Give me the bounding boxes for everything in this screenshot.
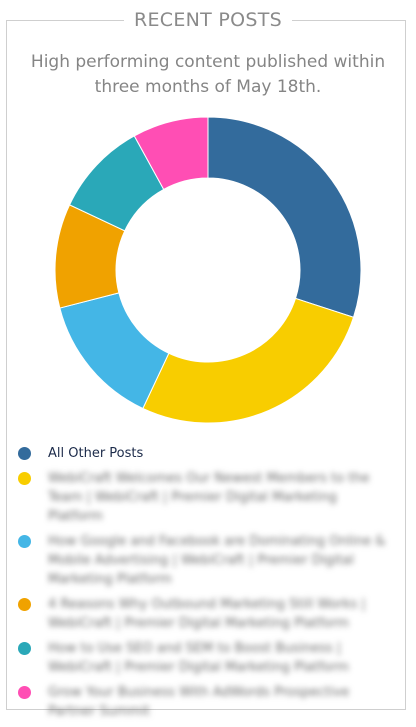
donut-chart: [54, 116, 362, 424]
legend-item[interactable]: How to Use SEO and SEM to Boost Business…: [18, 639, 386, 677]
legend-label: All Other Posts: [48, 446, 144, 461]
legend-swatch-icon: [18, 535, 31, 548]
legend-label: Grow Your Business With AdWords Prospect…: [48, 685, 350, 719]
legend-label: WebiCraft Welcomes Our Newest Members to…: [48, 471, 370, 524]
legend-swatch-icon: [18, 447, 31, 460]
legend-item[interactable]: How Google and Facebook are Dominating O…: [18, 532, 386, 589]
legend-swatch-icon: [18, 472, 31, 485]
donut-slice-1[interactable]: [207, 116, 362, 318]
legend-item[interactable]: 4 Reasons Why Outbound Marketing Still W…: [18, 595, 386, 633]
legend-item[interactable]: Grow Your Business With AdWords Prospect…: [18, 683, 386, 721]
widget-title: RECENT POSTS: [123, 6, 293, 34]
donut-slice-2[interactable]: [142, 297, 355, 424]
title-wrap: RECENT POSTS: [0, 6, 416, 34]
donut-slices: [54, 116, 362, 424]
legend-label: 4 Reasons Why Outbound Marketing Still W…: [48, 597, 366, 631]
legend-label: How to Use SEO and SEM to Boost Business…: [48, 641, 349, 675]
chart-legend: All Other Posts WebiCraft Welcomes Our Ne…: [18, 444, 386, 727]
legend-swatch-icon: [18, 598, 31, 611]
legend-item[interactable]: All Other Posts: [18, 444, 386, 463]
donut-slice-6[interactable]: [133, 116, 209, 191]
legend-label: How Google and Facebook are Dominating O…: [48, 534, 386, 587]
legend-item[interactable]: WebiCraft Welcomes Our Newest Members to…: [18, 469, 386, 526]
widget-subtitle: High performing content published within…: [30, 52, 386, 97]
legend-swatch-icon: [18, 686, 31, 699]
legend-swatch-icon: [18, 642, 31, 655]
